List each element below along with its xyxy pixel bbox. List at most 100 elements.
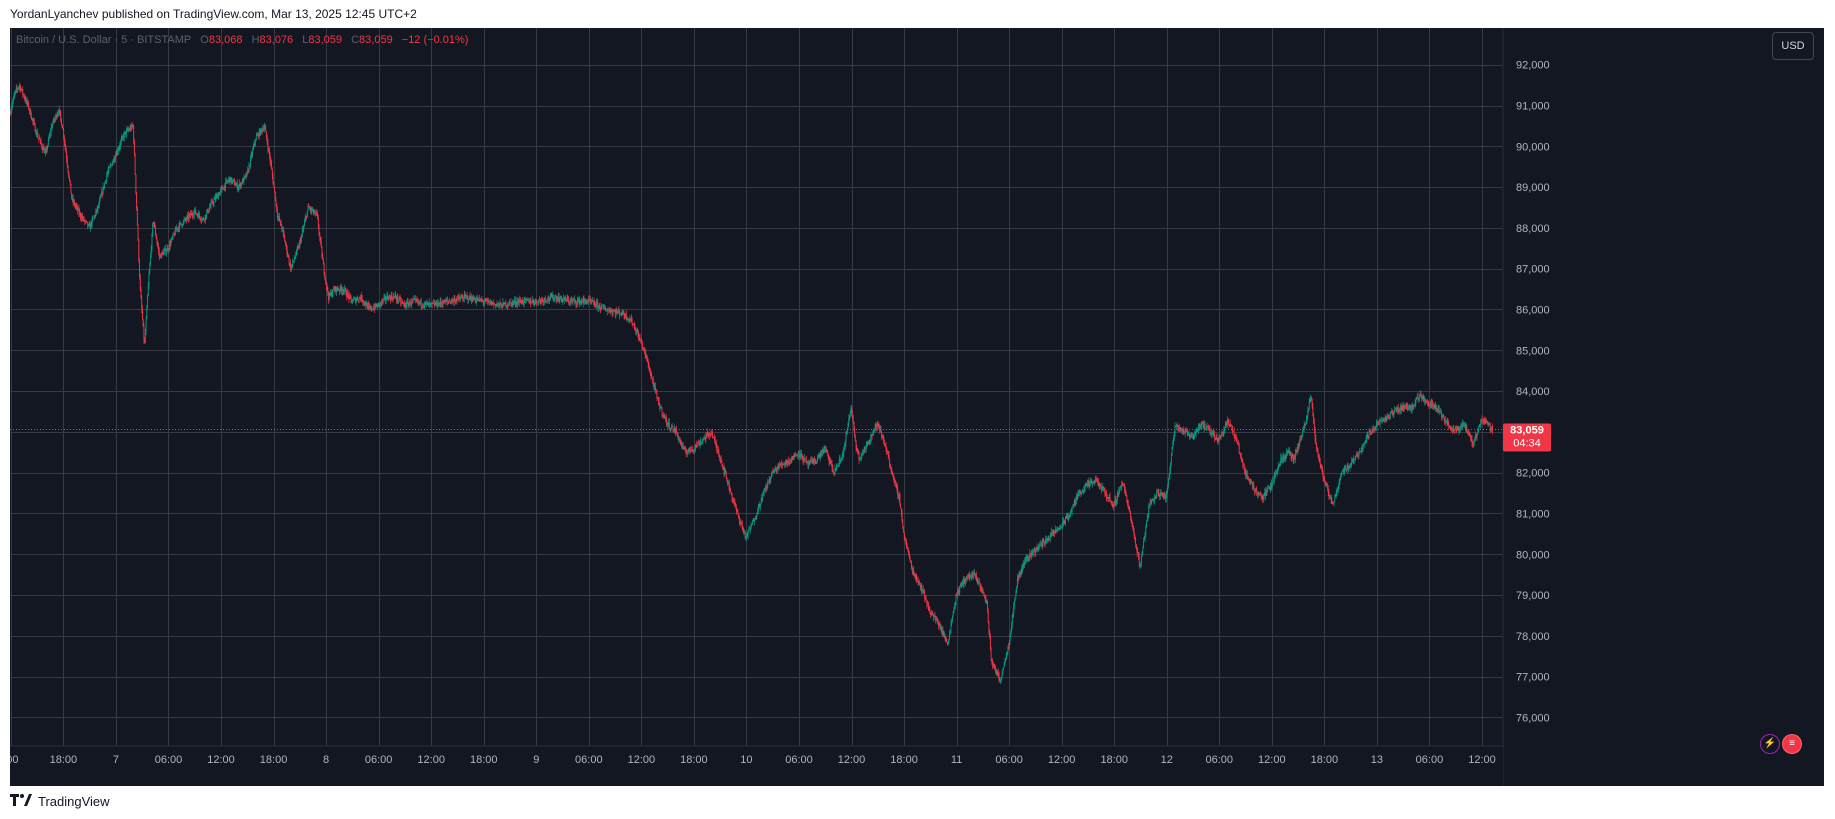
candle-body xyxy=(1071,508,1073,512)
candle-body xyxy=(1157,491,1159,493)
candle-body xyxy=(1362,447,1363,449)
candle-body xyxy=(1272,481,1274,486)
candle-body xyxy=(10,113,11,115)
candle-body xyxy=(422,305,424,307)
time-tick-label: 06:00 xyxy=(575,754,603,766)
candle-body xyxy=(1227,419,1229,423)
candle-body xyxy=(637,331,639,335)
price-tick-label: 76,000 xyxy=(1516,712,1550,724)
candle-body xyxy=(1043,540,1045,543)
candle-body xyxy=(314,211,316,214)
candle-body xyxy=(1409,405,1411,408)
candle-body xyxy=(158,250,160,256)
candle-body xyxy=(267,143,269,150)
candle-body xyxy=(563,298,564,301)
candle-body xyxy=(390,295,392,300)
candle-body xyxy=(273,183,275,187)
candle-body xyxy=(165,248,167,254)
candle-body xyxy=(932,612,934,615)
candle-body xyxy=(631,318,633,324)
candle-body xyxy=(185,218,186,220)
candle-body xyxy=(164,248,166,250)
candle-body xyxy=(827,451,829,454)
candle-body xyxy=(1458,427,1460,431)
candle-body xyxy=(1033,549,1035,552)
candle-body xyxy=(1404,406,1406,410)
candle-body xyxy=(1000,676,1002,680)
candle-body xyxy=(468,299,470,301)
candle-body xyxy=(146,306,148,319)
candle-body xyxy=(514,300,516,304)
candle-body xyxy=(312,210,313,212)
candle-body xyxy=(726,477,728,482)
candle-body xyxy=(1406,406,1408,408)
candle-body xyxy=(1481,419,1482,421)
candle-body xyxy=(345,289,347,296)
candle-body xyxy=(74,201,76,206)
candle-body xyxy=(803,457,805,461)
candle-body xyxy=(459,298,461,300)
candle-body xyxy=(1105,492,1107,498)
candle-body xyxy=(171,237,173,242)
time-tick-label: 12:00 xyxy=(1258,754,1286,766)
candle-body xyxy=(214,197,216,200)
candle-body xyxy=(1245,470,1247,477)
candle-body xyxy=(1330,496,1332,500)
time-tick-label: 06:00 xyxy=(785,754,813,766)
candle-body xyxy=(649,371,651,373)
candle-body xyxy=(1040,544,1042,546)
chart-frame[interactable]: 76,000 77,000 78,000 79,000 80,000 81,000 82,0… xyxy=(10,28,1824,786)
candle-body xyxy=(422,305,424,307)
candle-body xyxy=(602,305,604,307)
candle-body xyxy=(182,221,184,225)
candle-body xyxy=(467,296,469,301)
candle-body xyxy=(506,305,508,307)
candle-body xyxy=(471,297,472,301)
candle-body xyxy=(720,459,722,461)
candle-body xyxy=(1140,556,1142,565)
us-flag-icon[interactable]: ≡ xyxy=(1782,734,1802,754)
candle-body xyxy=(1151,500,1153,504)
candle-body xyxy=(1427,402,1429,405)
candle-body xyxy=(450,301,452,303)
price-chart[interactable]: 76,00077,00078,00079,00080,00081,00082,0… xyxy=(10,28,1824,786)
candle-body xyxy=(665,417,667,425)
candle-body xyxy=(1070,510,1072,515)
time-tick-label: 18:00 xyxy=(1311,754,1339,766)
candle-body xyxy=(950,623,952,631)
candle-body xyxy=(616,310,618,313)
candle-body xyxy=(814,458,815,463)
candle-body xyxy=(315,211,317,214)
candle-body xyxy=(452,299,454,302)
candle-body xyxy=(1427,402,1428,403)
candle-body xyxy=(854,428,856,437)
candle-body xyxy=(946,642,948,645)
candle-body xyxy=(1452,429,1454,432)
candle-body xyxy=(868,441,870,442)
candle-body xyxy=(984,594,986,599)
candle-body xyxy=(1249,479,1251,484)
time-tick-label: 18:00 xyxy=(260,754,288,766)
candle-body xyxy=(861,454,863,457)
candle-body xyxy=(897,494,899,498)
candle-body xyxy=(92,218,94,219)
candle-body xyxy=(696,446,698,447)
candle-body xyxy=(665,417,667,419)
candle-body xyxy=(211,201,213,203)
candle-body xyxy=(980,588,982,589)
candle-body xyxy=(476,298,478,300)
candle-body xyxy=(337,289,339,291)
lightning-icon[interactable]: ⚡ xyxy=(1760,734,1780,754)
candle-body xyxy=(1020,568,1022,574)
currency-button[interactable]: USD xyxy=(1772,32,1814,60)
candle-body xyxy=(1334,495,1336,502)
candle-body xyxy=(668,422,670,425)
candle-body xyxy=(822,449,823,453)
candle-body xyxy=(768,480,769,482)
candle-body xyxy=(24,97,26,100)
candle-body xyxy=(287,253,289,256)
candle-body xyxy=(453,298,455,300)
candle-body xyxy=(341,288,343,292)
candle-body xyxy=(1134,535,1136,538)
candle-body xyxy=(1451,429,1453,432)
